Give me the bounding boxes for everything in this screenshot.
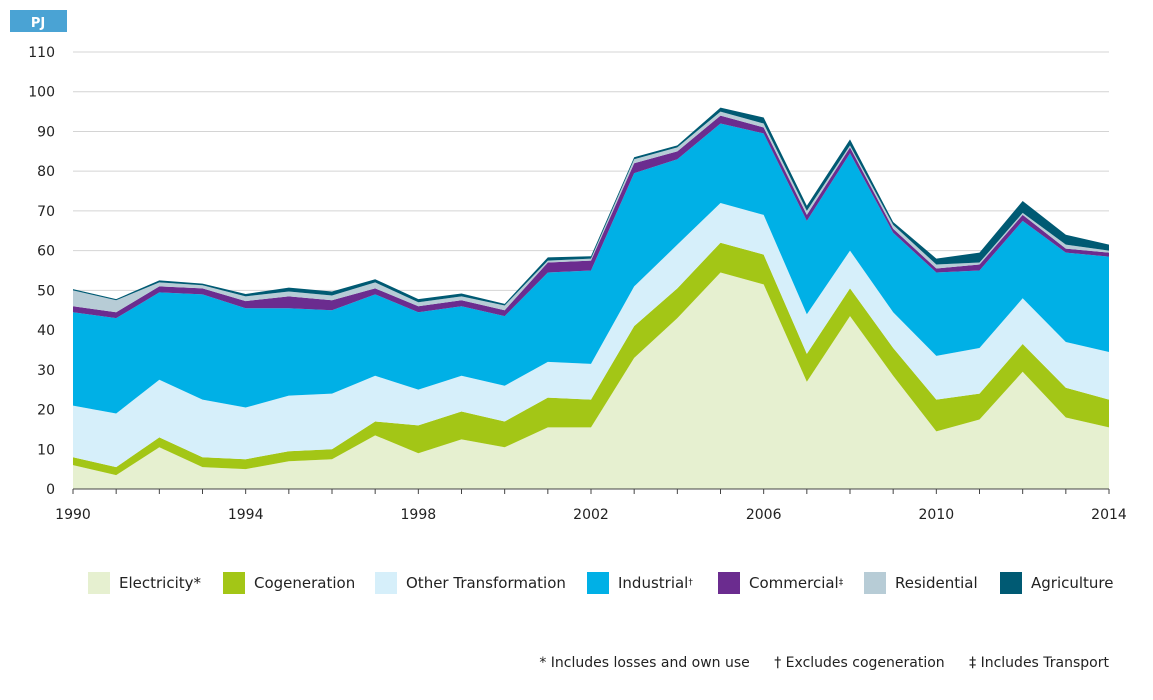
x-tick-label: 2006	[746, 507, 782, 523]
legend-item-industrial: Industrial †	[587, 570, 693, 596]
footnote-transport: ‡ Includes Transport	[969, 655, 1109, 671]
area-electricity	[73, 272, 1109, 489]
legend-label-residential: Residential	[895, 574, 978, 592]
legend-swatch-other-transformation	[375, 572, 397, 594]
legend-swatch-residential	[864, 572, 886, 594]
footnotes: * Includes losses and own use † Excludes…	[519, 655, 1109, 671]
area-other-transformation	[73, 202, 1109, 468]
legend-label-commercial: Commercial	[749, 574, 839, 592]
legend-swatch-electricity	[88, 572, 110, 594]
legend-item-agriculture: Agriculture	[1000, 570, 1114, 596]
legend-swatch-cogeneration	[223, 572, 245, 594]
legend-swatch-industrial	[587, 572, 609, 594]
legend-label-cogeneration: Cogeneration	[254, 574, 356, 592]
legend-item-commercial: Commercial ‡	[718, 570, 843, 596]
area-industrial	[73, 123, 1109, 414]
y-tick-label: 100	[28, 85, 55, 101]
axes: 0 10 20 30 40 50 60 70 80 90 100 110 1990 1994 1998 200…	[28, 45, 1127, 523]
legend-swatch-commercial	[718, 572, 740, 594]
legend-item-cogeneration: Cogeneration	[223, 570, 355, 596]
area-cogeneration	[73, 242, 1109, 476]
legend-marker-electricity: *	[193, 574, 202, 592]
y-tick-label: 40	[37, 323, 55, 339]
y-tick-label: 30	[37, 363, 55, 379]
y-tick-label: 0	[46, 482, 55, 498]
y-tick-label: 20	[37, 403, 55, 419]
legend-item-residential: Residential	[864, 570, 978, 596]
legend-marker-industrial: †	[688, 578, 693, 588]
legend-swatch-agriculture	[1000, 572, 1022, 594]
y-tick-label: 90	[37, 124, 55, 140]
x-tick-label: 2014	[1091, 507, 1127, 523]
x-tick-label: 1998	[401, 507, 437, 523]
y-tick-label: 80	[37, 164, 55, 180]
x-tick-label: 2010	[919, 507, 955, 523]
unit-badge-bg	[10, 10, 67, 32]
legend: Electricity * Cogeneration Other Transfor…	[80, 570, 1120, 598]
legend-item-electricity: Electricity *	[88, 570, 201, 596]
y-tick-label: 50	[37, 283, 55, 299]
unit-badge: PJ	[10, 10, 67, 32]
y-tick-label: 10	[37, 442, 55, 458]
legend-label-electricity: Electricity	[119, 574, 194, 592]
legend-label-other-transformation: Other Transformation	[406, 574, 566, 592]
stacked-area-chart: 0 10 20 30 40 50 60 70 80 90 100 110 1990 1994 1998 200…	[10, 10, 1127, 523]
legend-marker-commercial: ‡	[838, 578, 844, 588]
unit-label: PJ	[31, 16, 45, 31]
x-tick-label: 2002	[573, 507, 609, 523]
y-tick-label: 110	[28, 45, 55, 61]
area-series-group	[73, 107, 1109, 489]
y-tick-label: 70	[37, 204, 55, 220]
footnote-cogeneration: † Excludes cogeneration	[774, 655, 945, 671]
legend-item-other-transformation: Other Transformation	[375, 570, 566, 596]
legend-label-industrial: Industrial	[618, 574, 689, 592]
footnote-losses: * Includes losses and own use	[539, 655, 750, 671]
x-tick-label: 1990	[55, 507, 91, 523]
y-tick-label: 60	[37, 244, 55, 260]
legend-label-agriculture: Agriculture	[1031, 574, 1114, 592]
x-tick-label: 1994	[228, 507, 264, 523]
